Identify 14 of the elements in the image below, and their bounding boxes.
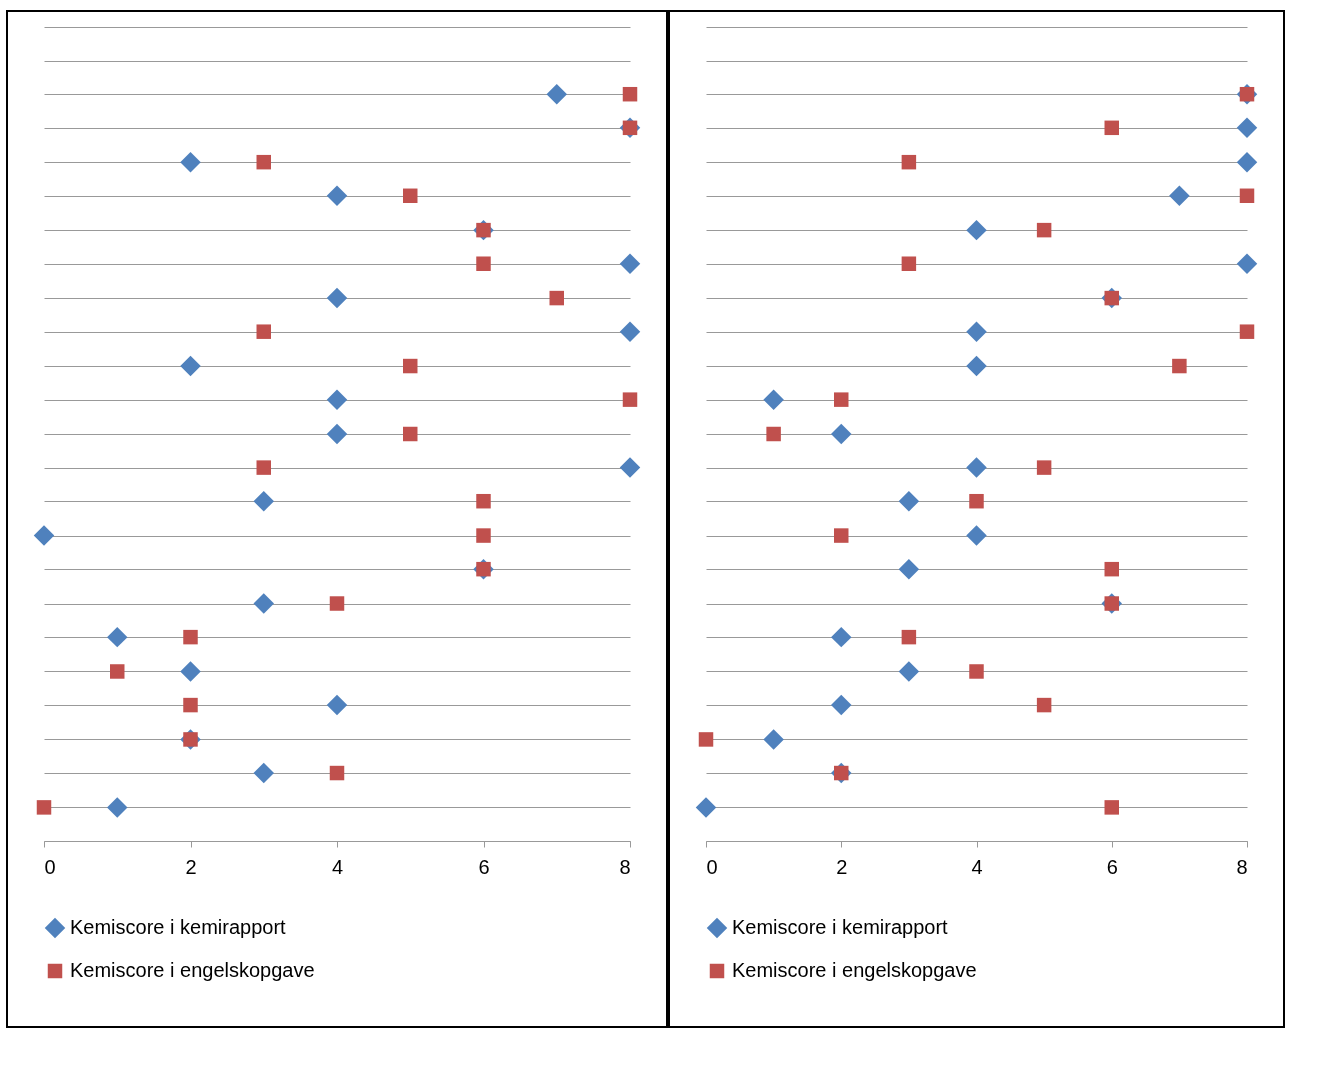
legend-label: Kemiscore i engelskopgave <box>732 959 977 981</box>
x-tick-label: 8 <box>619 855 631 878</box>
x-tick-label: 6 <box>1106 855 1118 878</box>
x-tick-label: 4 <box>971 855 983 878</box>
legend-label: Kemiscore i kemirapport <box>70 916 287 938</box>
x-tick-label: 2 <box>836 855 848 878</box>
x-tick-label: 6 <box>478 855 490 878</box>
x-tick-label: 8 <box>1236 855 1248 878</box>
x-tick-label: 0 <box>706 855 718 878</box>
x-tick-label: 2 <box>185 855 197 878</box>
x-tick-label: 4 <box>331 855 344 878</box>
legend-label: Kemiscore i engelskopgave <box>70 959 315 981</box>
legend-label: Kemiscore i kemirapport <box>732 916 949 938</box>
x-tick-label: 0 <box>44 855 56 878</box>
